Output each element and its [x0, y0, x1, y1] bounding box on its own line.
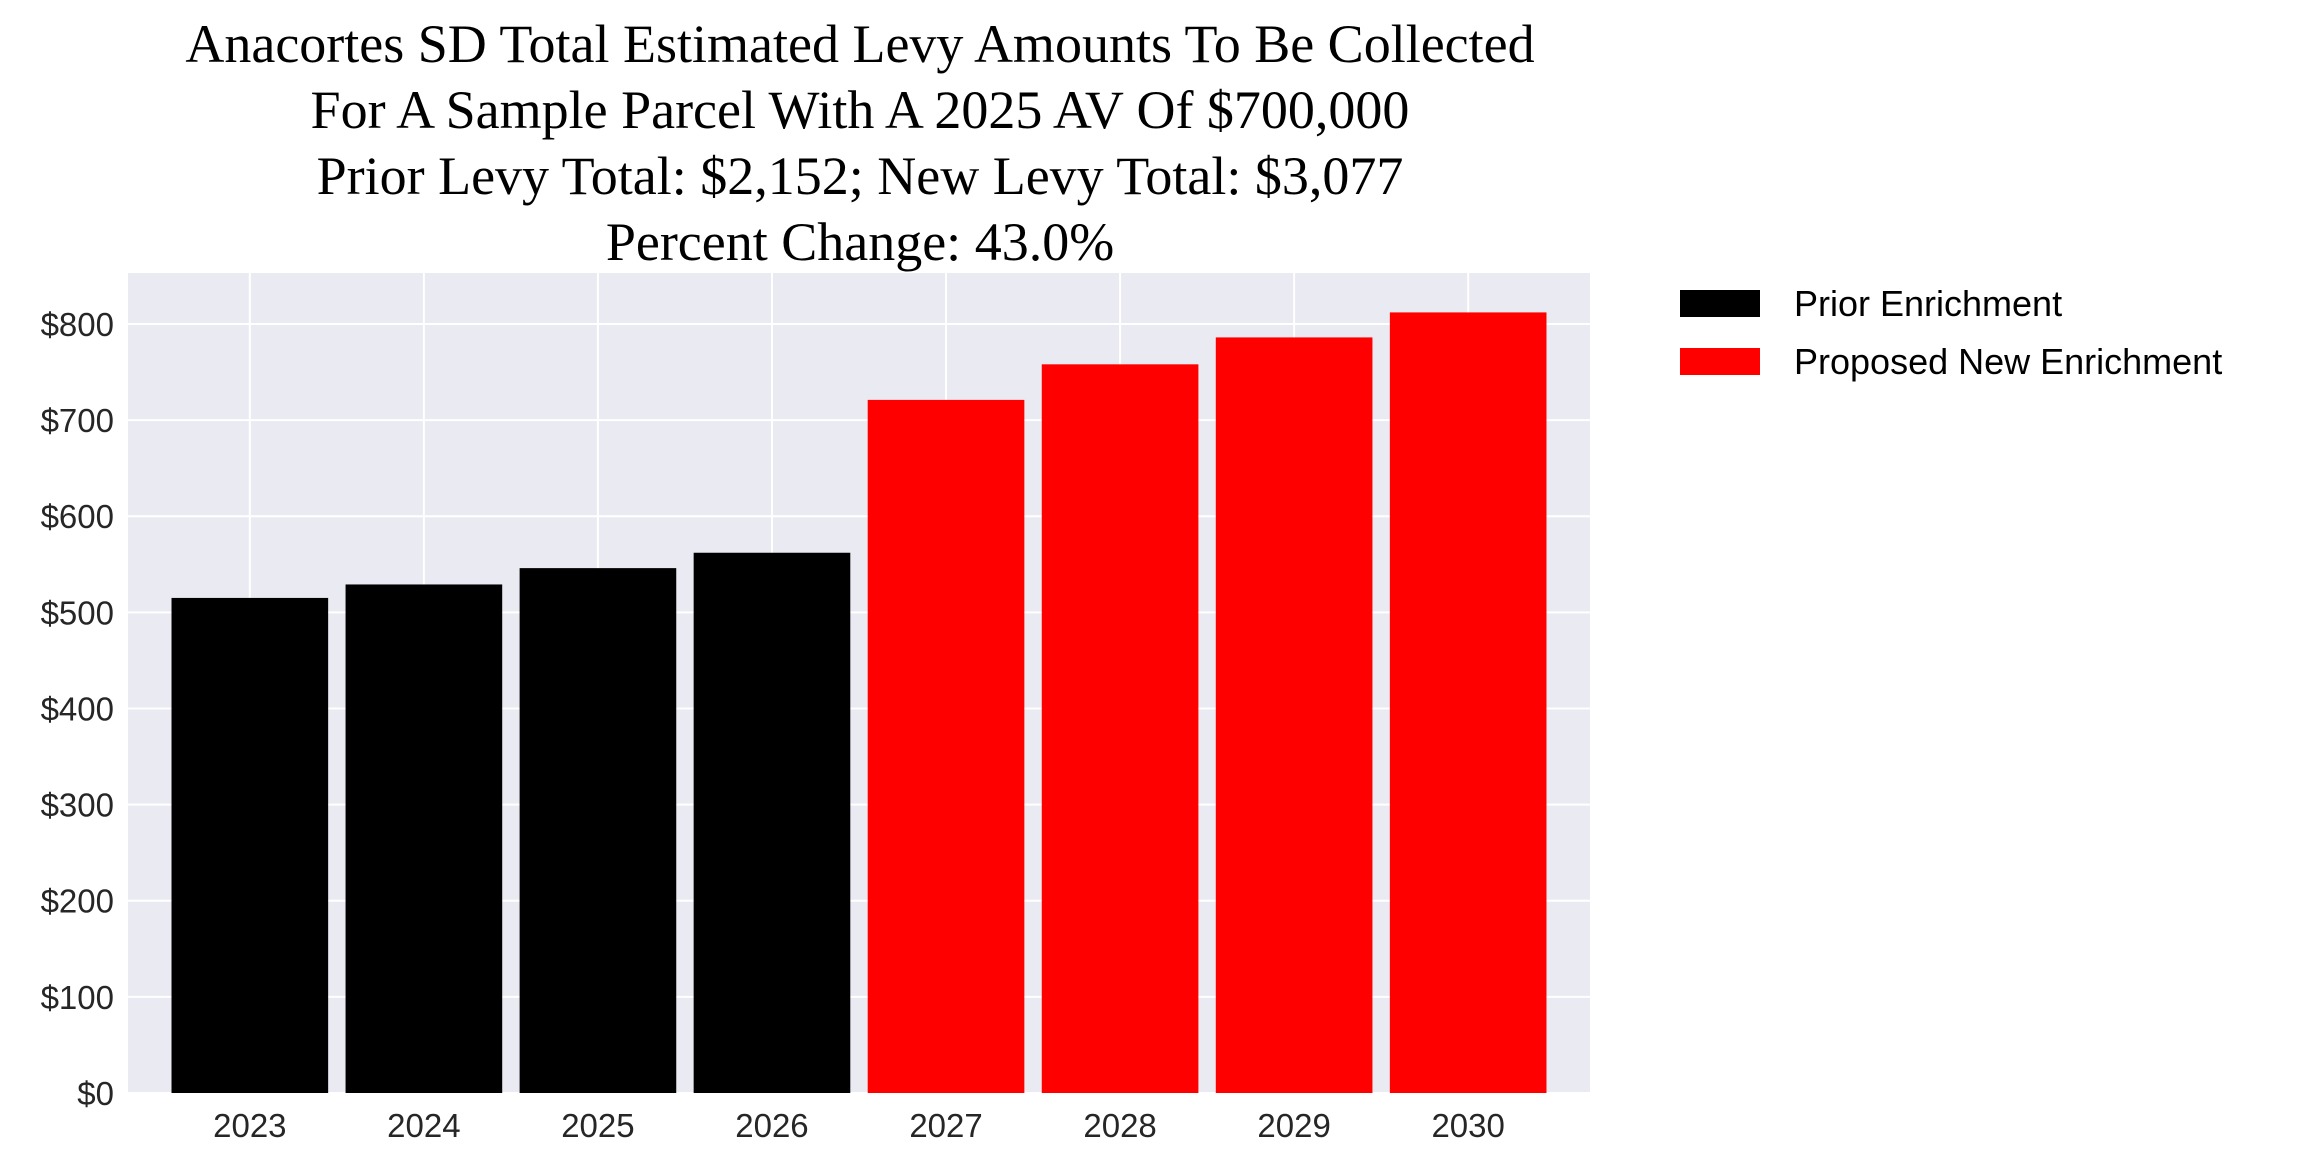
- bar-2027: [867, 399, 1025, 1093]
- bar-2029: [1215, 337, 1373, 1093]
- y-tick-label: $400: [41, 690, 114, 727]
- y-axis-ticks: $0 $100 $200 $300 $400 $500 $600 $700 $800: [41, 306, 114, 1112]
- x-tick-label: 2025: [561, 1107, 634, 1144]
- x-tick-label: 2023: [213, 1107, 286, 1144]
- legend-label: Proposed New Enrichment: [1794, 341, 2222, 382]
- bar-2023: [171, 597, 329, 1093]
- bar-2030: [1389, 312, 1547, 1093]
- bar-2026: [693, 552, 851, 1093]
- y-tick-label: $800: [41, 306, 114, 343]
- y-tick-label: $300: [41, 787, 114, 824]
- title-line-3: Prior Levy Total: $2,152; New Levy Total…: [317, 146, 1404, 206]
- y-tick-label: $0: [77, 1075, 114, 1112]
- x-tick-label: 2027: [909, 1107, 982, 1144]
- y-tick-label: $100: [41, 979, 114, 1016]
- title-line-2: For A Sample Parcel With A 2025 AV Of $7…: [311, 80, 1410, 140]
- chart-title: Anacortes SD Total Estimated Levy Amount…: [185, 14, 1534, 272]
- y-tick-label: $700: [41, 402, 114, 439]
- bar-2025: [519, 568, 677, 1093]
- bar-2024: [345, 584, 503, 1093]
- y-tick-label: $200: [41, 883, 114, 920]
- x-tick-label: 2029: [1257, 1107, 1330, 1144]
- x-tick-label: 2030: [1431, 1107, 1504, 1144]
- x-tick-label: 2024: [387, 1107, 460, 1144]
- legend-label: Prior Enrichment: [1794, 283, 2062, 324]
- x-tick-label: 2026: [735, 1107, 808, 1144]
- legend-swatch: [1680, 290, 1760, 317]
- x-tick-label: 2028: [1083, 1107, 1156, 1144]
- x-axis-ticks: 2023 2024 2025 2026 2027 2028 2029 2030: [213, 1107, 1505, 1144]
- y-tick-label: $600: [41, 498, 114, 535]
- legend-swatch: [1680, 348, 1760, 375]
- bar-2028: [1041, 364, 1199, 1094]
- legend: Prior Enrichment Proposed New Enrichment: [1680, 283, 2222, 382]
- bars: [171, 312, 1547, 1094]
- y-tick-label: $500: [41, 594, 114, 631]
- title-line-1: Anacortes SD Total Estimated Levy Amount…: [185, 14, 1534, 74]
- title-line-4: Percent Change: 43.0%: [606, 212, 1114, 272]
